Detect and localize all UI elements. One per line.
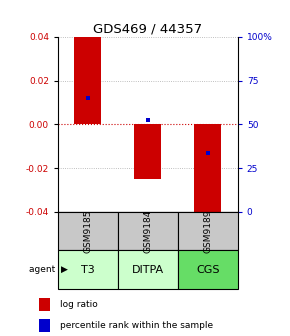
Bar (135, 124, 162, 179)
Bar (178, 250, 238, 289)
Title: GDS469 / 44357: GDS469 / 44357 (93, 23, 202, 36)
Text: percentile rank within the sample: percentile rank within the sample (60, 321, 213, 330)
Bar (194, 124, 221, 220)
Text: GSM9185: GSM9185 (84, 209, 93, 253)
Text: DITPA: DITPA (132, 265, 164, 275)
Text: GSM9189: GSM9189 (203, 209, 212, 253)
Text: log ratio: log ratio (60, 300, 98, 309)
Bar (39, 320, 50, 332)
Bar (178, 212, 238, 250)
Text: GSM9184: GSM9184 (143, 209, 153, 253)
Text: CGS: CGS (196, 265, 220, 275)
Bar (118, 212, 178, 250)
Bar (75, 37, 102, 124)
Bar (58, 212, 118, 250)
Bar (58, 250, 118, 289)
Bar (39, 298, 50, 311)
Text: agent  ▶: agent ▶ (29, 265, 68, 274)
Bar (118, 250, 178, 289)
Text: T3: T3 (81, 265, 95, 275)
